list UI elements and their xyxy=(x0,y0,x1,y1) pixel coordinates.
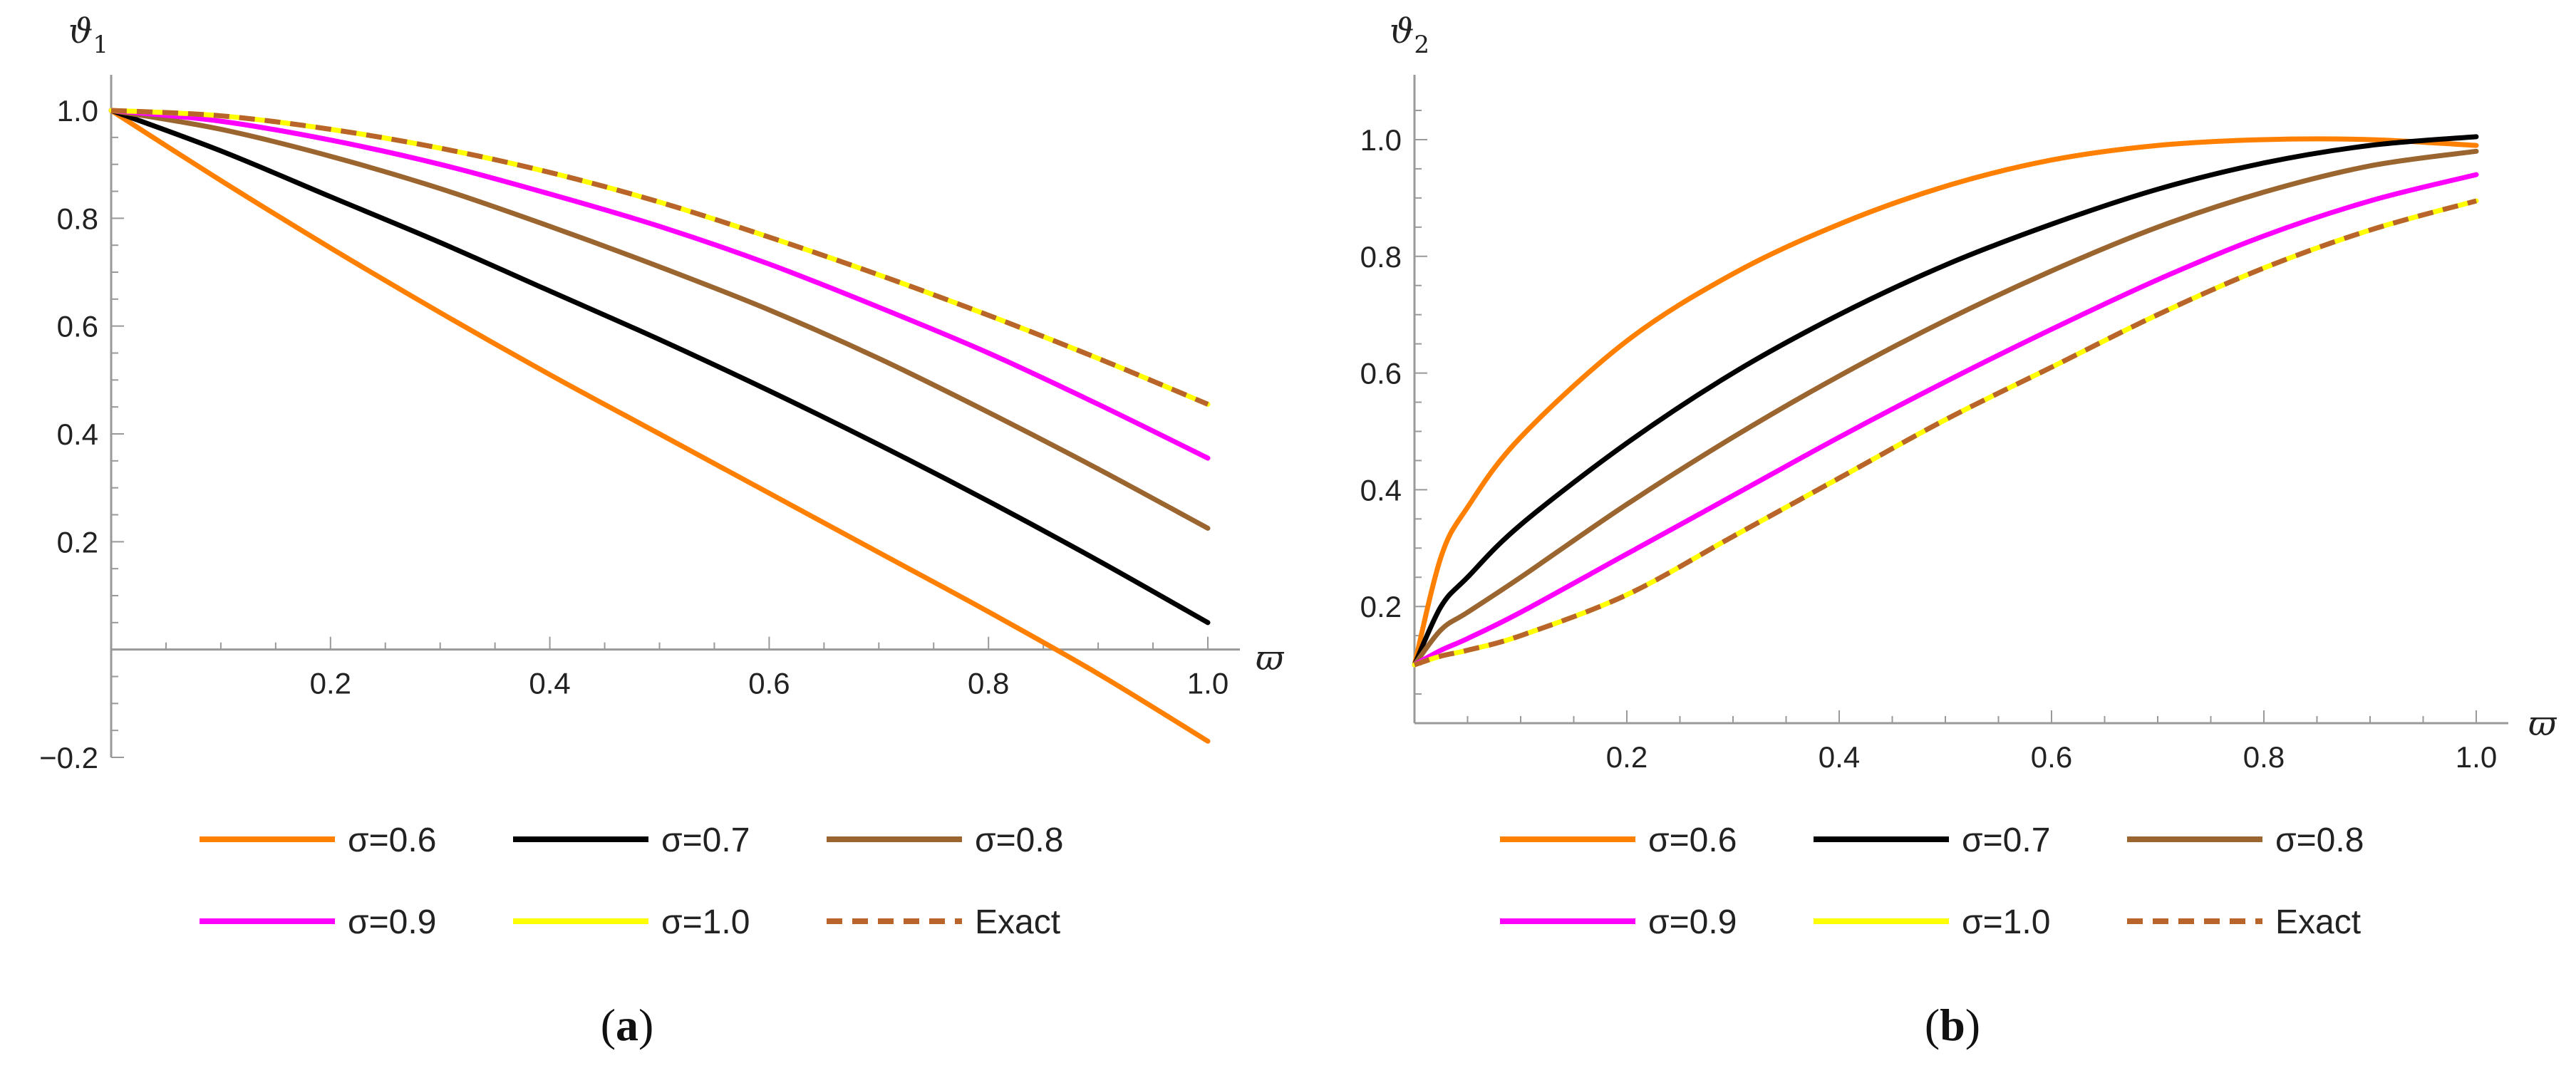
legend-label: σ=0.7 xyxy=(1962,821,2050,859)
legend-label: σ=0.9 xyxy=(1648,903,1737,941)
series-line-0-7 xyxy=(108,108,1211,626)
y-tick-label: 0.6 xyxy=(1360,357,1402,390)
y-tick-label: 1.0 xyxy=(1360,123,1402,157)
series-line-Exact xyxy=(1413,198,2477,668)
series-line-0-9 xyxy=(1412,172,2479,668)
legend-label: σ=0.9 xyxy=(348,903,436,941)
legend-label: Exact xyxy=(975,903,1060,941)
y-tick-label: 0.4 xyxy=(1360,473,1402,507)
legend-label: σ=0.7 xyxy=(661,821,750,859)
x-tick-label: 0.2 xyxy=(310,667,351,700)
x-tick-label: 0.8 xyxy=(968,667,1009,700)
x-tick-label: 0.6 xyxy=(2031,740,2072,774)
panel-a-chart: 0.2 0.4 0.6 0.8 1.0 −0.2 0.2 0.4 0.6 0.8 1.0 ϑ1 ϖ… xyxy=(39,11,1285,1050)
series-line-1-0 xyxy=(1412,198,2479,668)
series-line-0-6 xyxy=(108,108,1211,744)
series-line-0-8 xyxy=(108,108,1211,531)
legend-label: σ=1.0 xyxy=(661,903,750,941)
series-line-0-7 xyxy=(1412,134,2479,668)
legend-item: σ=0.9 xyxy=(1500,903,1737,941)
panel-a-legend: σ=0.6 σ=0.7 σ=0.8 σ=0.9 σ=1.0 Exact xyxy=(200,821,1063,941)
legend-item: σ=0.9 xyxy=(200,903,436,941)
series-line-Exact xyxy=(110,108,1209,407)
x-tick-label: 1.0 xyxy=(2456,740,2497,774)
legend-label: σ=0.6 xyxy=(1648,821,1737,859)
panel-b-chart: 0.2 0.4 0.6 0.8 1.0 0.2 0.4 0.6 0.8 1.0 ϑ2 ϖ σ=0… xyxy=(1360,11,2557,1050)
x-tick-label: 0.6 xyxy=(748,667,790,700)
y-tick-label: −0.2 xyxy=(39,741,98,774)
panel-b-legend: σ=0.6 σ=0.7 σ=0.8 σ=0.9 σ=1.0 Exact xyxy=(1500,821,2364,941)
legend-label: Exact xyxy=(2275,903,2361,941)
panel-b-minor-ticks xyxy=(1414,110,2477,724)
series-line-0-6 xyxy=(1412,136,2479,668)
series-line-0-8 xyxy=(1412,148,2479,668)
legend-item: σ=0.8 xyxy=(827,821,1063,859)
panel-b-series-lines xyxy=(1412,134,2479,668)
panel-b-x-axis-label: ϖ xyxy=(2528,704,2557,744)
x-tick-label: 0.4 xyxy=(1819,740,1860,774)
y-tick-label: 0.8 xyxy=(1360,240,1402,274)
panel-b-x-ticks: 0.2 0.4 0.6 0.8 1.0 xyxy=(1606,740,2497,774)
legend-label: σ=1.0 xyxy=(1962,903,2050,941)
y-tick-label: 1.0 xyxy=(57,94,98,128)
panel-a-y-axis-label: ϑ1 xyxy=(68,11,108,59)
y-tick-label: 0.4 xyxy=(57,418,98,451)
y-tick-label: 0.8 xyxy=(57,202,98,235)
panel-b-y-axis-label: ϑ2 xyxy=(1390,11,1429,59)
y-tick-label: 0.2 xyxy=(1360,590,1402,623)
panel-b-y-ticks: 0.2 0.4 0.6 0.8 1.0 xyxy=(1360,123,1402,623)
legend-item: σ=0.7 xyxy=(513,821,750,859)
panel-a-y-ticks: −0.2 0.2 0.4 0.6 0.8 1.0 xyxy=(39,94,98,774)
legend-item: σ=0.6 xyxy=(1500,821,1737,859)
panel-a-caption: (a) xyxy=(601,1000,654,1050)
panel-b-caption: (b) xyxy=(1925,1000,1980,1050)
x-tick-label: 1.0 xyxy=(1187,667,1228,700)
x-tick-label: 0.2 xyxy=(1606,740,1647,774)
legend-label: σ=0.6 xyxy=(348,821,436,859)
legend-item: σ=0.8 xyxy=(2127,821,2364,859)
series-line-1-0 xyxy=(108,108,1211,407)
y-tick-label: 0.2 xyxy=(57,525,98,559)
y-tick-label: 0.6 xyxy=(57,310,98,343)
series-line-0-9 xyxy=(108,108,1211,461)
legend-label: σ=0.8 xyxy=(2275,821,2364,859)
panel-a-series-lines xyxy=(108,108,1211,744)
panel-a-x-axis-label: ϖ xyxy=(1256,638,1285,678)
x-tick-label: 0.4 xyxy=(529,667,570,700)
legend-item: σ=1.0 xyxy=(1814,903,2050,941)
legend-item: σ=0.6 xyxy=(200,821,436,859)
x-tick-label: 0.8 xyxy=(2243,740,2285,774)
panel-a-x-ticks: 0.2 0.4 0.6 0.8 1.0 xyxy=(310,667,1229,700)
legend-label: σ=0.8 xyxy=(975,821,1063,859)
legend-item: σ=1.0 xyxy=(513,903,750,941)
legend-item: Exact xyxy=(827,903,1060,941)
legend-item: Exact xyxy=(2127,903,2361,941)
legend-item: σ=0.7 xyxy=(1814,821,2050,859)
